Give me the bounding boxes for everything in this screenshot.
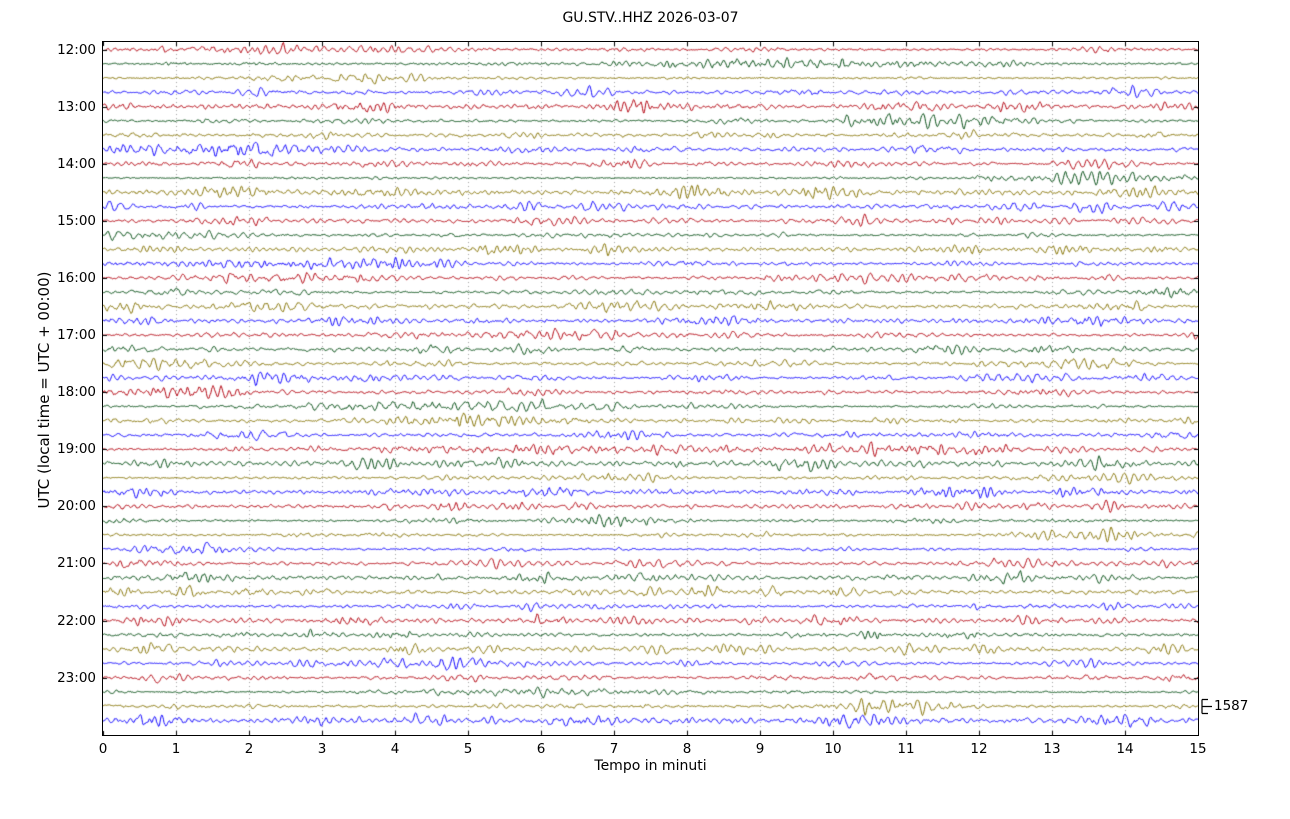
y-tick-label: 19:00 [57,441,96,458]
y-tick-label: 14:00 [57,155,96,172]
x-tick-label: 1 [171,741,181,757]
x-tick-label: 15 [1189,741,1207,757]
x-tick-label: 11 [897,741,915,757]
y-tick-label: 22:00 [57,612,96,629]
y-tick-label: 21:00 [57,555,96,572]
y-tick-label: 23:00 [57,669,96,686]
helicorder-canvas [103,42,1198,735]
plot-area [102,41,1199,736]
x-tick-label: 14 [1116,741,1134,757]
y-tick-label: 15:00 [57,212,96,229]
x-tick-label: 6 [536,741,546,757]
y-tick-label: 13:00 [57,98,96,115]
chart-title: GU.STV..HHZ 2026-03-07 [562,10,739,26]
y-tick-label: 16:00 [57,269,96,286]
y-tick-label: 12:00 [57,41,96,58]
x-tick-label: 13 [1043,741,1061,757]
amplitude-scale: 1587 [1201,698,1248,715]
x-tick-label: 8 [682,741,692,757]
x-tick-label: 4 [390,741,400,757]
x-tick-label: 2 [244,741,254,757]
x-tick-label: 10 [824,741,842,757]
scale-bracket-icon [1201,698,1212,714]
x-tick-label: 7 [609,741,619,757]
x-tick-label: 9 [755,741,765,757]
y-tick-label: 20:00 [57,498,96,515]
y-tick-label: 18:00 [57,384,96,401]
x-tick-label: 5 [463,741,473,757]
x-tick-label: 3 [317,741,327,757]
x-tick-label: 12 [970,741,988,757]
scale-value: 1587 [1214,698,1249,715]
x-axis-label: Tempo in minuti [594,758,707,774]
y-tick-label: 17:00 [57,327,96,344]
x-tick-label: 0 [98,741,108,757]
